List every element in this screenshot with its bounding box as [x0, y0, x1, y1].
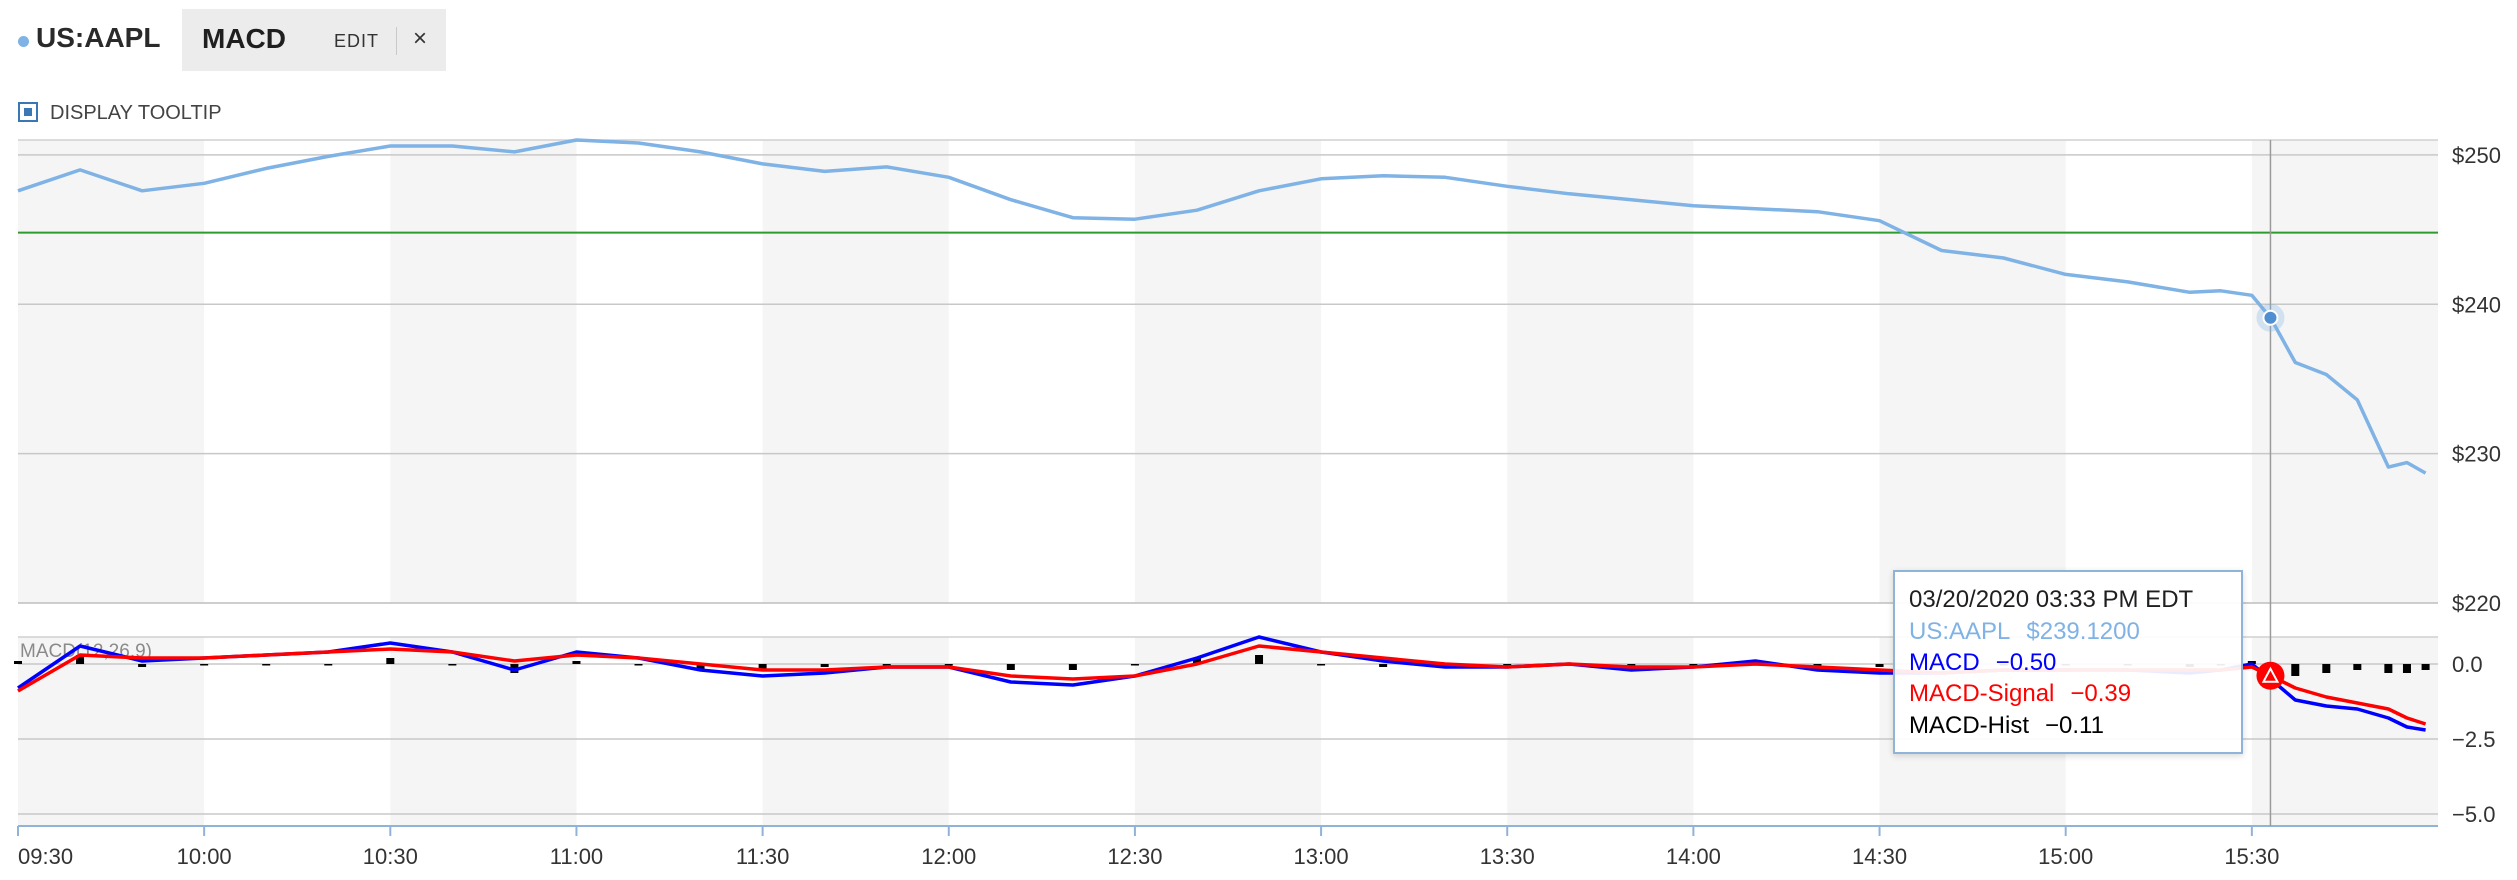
- macd-hist-bar: [1503, 664, 1512, 666]
- macd-hist-bar: [1875, 664, 1884, 667]
- macd-hist-bar: [2291, 664, 2300, 676]
- macd-hist-bar: [1068, 664, 1077, 670]
- tab-divider: [396, 27, 397, 55]
- macd-hist-bar: [448, 664, 457, 666]
- macd-hist-bar: [14, 661, 22, 664]
- time-tick-label: 13:00: [1294, 844, 1349, 869]
- macd-hist-bar: [138, 664, 147, 667]
- macd-hist-bar: [2402, 664, 2411, 673]
- macd-hist-bar: [2384, 664, 2393, 673]
- tooltip-price-value: $239.1200: [2026, 618, 2140, 645]
- price-tick-label: $230: [2452, 442, 2501, 467]
- macd-time-band: [1134, 637, 1322, 826]
- macd-hist-bar: [2353, 664, 2362, 670]
- macd-time-band: [18, 637, 205, 826]
- macd-hist-bar: [200, 664, 209, 666]
- time-tick-label: 10:30: [363, 844, 418, 869]
- macd-hist-bar: [882, 664, 891, 666]
- macd-hover-marker: [2256, 661, 2285, 690]
- tooltip-macd-label: MACD: [1909, 649, 1980, 676]
- macd-hist-bar: [1379, 664, 1388, 667]
- price-time-band: [1134, 140, 1322, 603]
- macd-hist-bar: [634, 664, 643, 666]
- macd-hist-bar: [262, 664, 271, 666]
- macd-hist-bar: [1317, 664, 1326, 666]
- macd-hist-bar: [1006, 664, 1015, 670]
- time-tick-label: 11:00: [550, 844, 603, 869]
- price-tick-label: $240: [2452, 292, 2501, 317]
- price-time-band: [1879, 140, 2066, 603]
- macd-hist-bar: [1255, 655, 1264, 664]
- data-tooltip: 03/20/2020 03:33 PM EDT US:AAPL $239.1200…: [1893, 570, 2243, 754]
- macd-hist-bar: [324, 664, 333, 666]
- indicator-tab-macd[interactable]: MACD EDIT ×: [182, 9, 446, 71]
- checkbox-check-icon: [24, 108, 32, 116]
- time-tick-label: 11:30: [736, 844, 789, 869]
- price-time-band: [18, 140, 205, 603]
- macd-hist-bar: [1689, 664, 1698, 666]
- macd-hist-bar: [572, 661, 581, 664]
- price-time-band: [1507, 140, 1694, 603]
- time-tick-label: 12:00: [921, 844, 976, 869]
- time-tick-label: 10:00: [177, 844, 232, 869]
- macd-hist-bar: [1130, 664, 1139, 666]
- tooltip-hist-label: MACD-Hist: [1909, 712, 2029, 739]
- price-time-band: [762, 140, 949, 603]
- tooltip-macd-value: −0.50: [1995, 649, 2057, 676]
- macd-hist-bar: [1192, 658, 1201, 664]
- macd-hist-bar: [2322, 664, 2331, 673]
- time-tick-label: 14:00: [1666, 844, 1721, 869]
- macd-hist-bar: [820, 664, 829, 667]
- time-tick-label: 15:00: [2038, 844, 2093, 869]
- macd-time-band: [390, 637, 577, 826]
- price-time-band: [390, 140, 577, 603]
- indicator-tab-label: MACD: [202, 23, 286, 54]
- macd-hist-bar: [758, 664, 767, 670]
- macd-tick-label: 0.0: [2452, 652, 2483, 677]
- price-time-band: [2251, 140, 2438, 603]
- tooltip-price-label: US:AAPL: [1909, 618, 2011, 645]
- price-tick-label: $250: [2452, 143, 2501, 168]
- macd-tick-label: −2.5: [2452, 727, 2495, 752]
- display-tooltip-checkbox[interactable]: [18, 102, 38, 122]
- time-tick-label: 12:30: [1107, 844, 1162, 869]
- tooltip-signal-label: MACD-Signal: [1909, 680, 2055, 707]
- close-icon[interactable]: ×: [412, 25, 427, 52]
- tooltip-signal-value: −0.39: [2070, 680, 2132, 707]
- tooltip-hist-row: MACD-Hist −0.11: [1909, 712, 2104, 740]
- symbol-color-dot: [18, 36, 29, 47]
- tooltip-datetime: 03/20/2020 03:33 PM EDT: [1909, 586, 2194, 613]
- macd-tick-label: −5.0: [2452, 802, 2495, 827]
- crossover-triangle-icon: [2261, 666, 2280, 683]
- price-tick-label: $220: [2452, 591, 2501, 616]
- tooltip-hist-value: −0.11: [2045, 712, 2104, 739]
- edit-indicator-button[interactable]: EDIT: [334, 31, 380, 51]
- time-tick-label: 14:30: [1852, 844, 1907, 869]
- price-hover-point: [2262, 309, 2279, 326]
- symbol-label: US:AAPL: [36, 22, 161, 53]
- macd-hist-bar: [2421, 664, 2430, 670]
- tooltip-macd-row: MACD −0.50: [1909, 649, 2056, 677]
- time-tick-label: 09:30: [18, 844, 73, 869]
- price-series-line: [17, 138, 2427, 475]
- chart-header: US:AAPL MACD EDIT ×: [0, 0, 2517, 76]
- tooltip-signal-row: MACD-Signal −0.39: [1909, 680, 2131, 708]
- macd-hist-bar: [944, 664, 953, 666]
- display-tooltip-label: DISPLAY TOOLTIP: [50, 102, 222, 124]
- macd-hist-bar: [696, 664, 705, 670]
- macd-hist-bar: [76, 655, 85, 664]
- tooltip-price-row: US:AAPL $239.1200: [1909, 618, 2140, 646]
- time-tick-label: 13:30: [1480, 844, 1535, 869]
- macd-hist-bar: [386, 658, 395, 664]
- time-tick-label: 15:30: [2224, 844, 2279, 869]
